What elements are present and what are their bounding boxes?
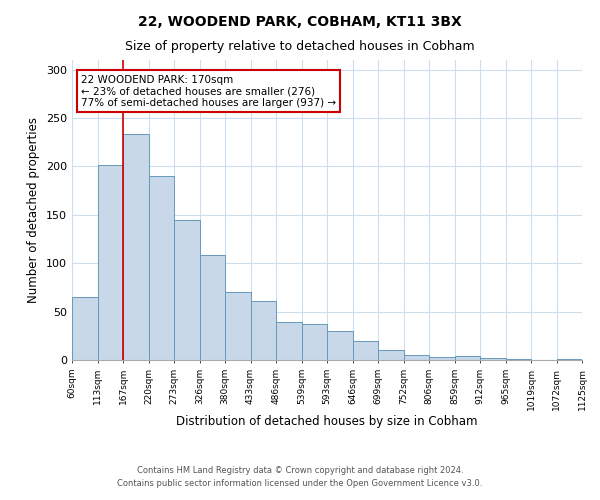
Bar [174,220,199,360]
Bar [404,355,429,360]
Bar [505,359,531,360]
X-axis label: Distribution of detached houses by size in Cobham: Distribution of detached houses by size … [176,416,478,428]
Bar [557,359,582,360]
Y-axis label: Number of detached properties: Number of detached properties [28,117,40,303]
Text: Size of property relative to detached houses in Cobham: Size of property relative to detached ho… [125,40,475,53]
Text: Contains HM Land Registry data © Crown copyright and database right 2024.
Contai: Contains HM Land Registry data © Crown c… [118,466,482,487]
Text: 22, WOODEND PARK, COBHAM, KT11 3BX: 22, WOODEND PARK, COBHAM, KT11 3BX [138,15,462,29]
Bar [123,134,149,360]
Bar [72,297,97,360]
Bar [199,254,225,360]
Bar [327,331,353,360]
Bar [353,340,378,360]
Bar [251,301,276,360]
Bar [429,357,455,360]
Bar [276,322,302,360]
Bar [480,358,505,360]
Bar [378,350,404,360]
Text: 22 WOODEND PARK: 170sqm
← 23% of detached houses are smaller (276)
77% of semi-d: 22 WOODEND PARK: 170sqm ← 23% of detache… [81,74,336,108]
Bar [455,356,480,360]
Bar [97,164,123,360]
Bar [302,324,327,360]
Bar [225,292,251,360]
Bar [149,176,174,360]
